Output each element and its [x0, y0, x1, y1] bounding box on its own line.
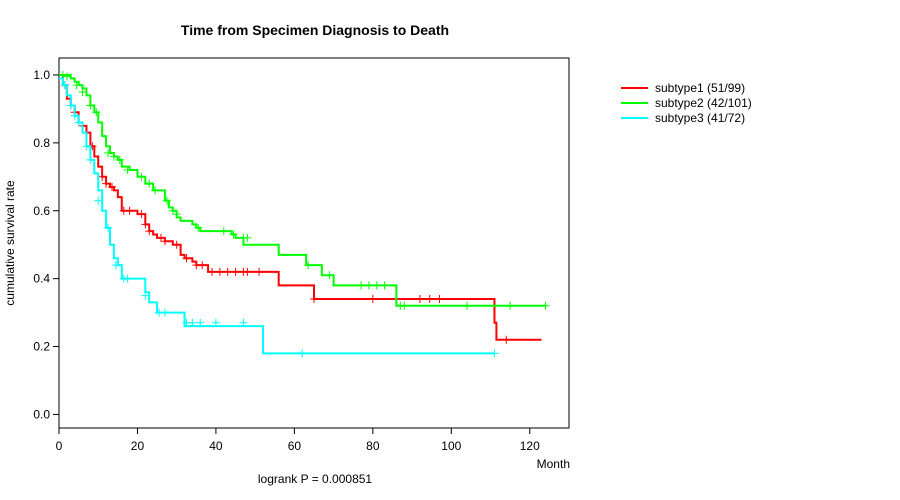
- censor-mark: [243, 268, 251, 276]
- censor-mark: [220, 227, 228, 235]
- censor-mark: [173, 241, 181, 249]
- legend-label-3: subtype3 (41/72): [655, 111, 745, 125]
- censor-mark: [502, 336, 510, 344]
- censor-mark: [67, 102, 75, 110]
- y-tick-label: 0.2: [33, 340, 50, 354]
- censor-mark: [310, 295, 318, 303]
- censor-mark: [416, 295, 424, 303]
- censor-mark: [463, 302, 471, 310]
- x-tick-label: 40: [209, 439, 223, 453]
- censor-mark: [224, 268, 232, 276]
- censor-mark: [63, 73, 71, 81]
- censor-mark: [436, 295, 444, 303]
- censor-mark: [94, 197, 102, 205]
- censor-mark: [490, 349, 498, 357]
- censor-mark: [216, 268, 224, 276]
- censor-mark: [298, 349, 306, 357]
- censor-mark: [161, 309, 169, 317]
- censor-mark: [369, 295, 377, 303]
- chart-title: Time from Specimen Diagnosis to Death: [181, 22, 449, 38]
- x-axis-label: Month: [537, 457, 570, 471]
- censor-mark: [102, 180, 110, 188]
- y-tick-label: 0.6: [33, 204, 50, 218]
- censor-mark: [145, 227, 153, 235]
- censor-mark: [232, 268, 240, 276]
- censor-mark: [145, 180, 153, 188]
- x-tick-label: 120: [520, 439, 540, 453]
- censor-mark: [541, 302, 549, 310]
- y-tick-label: 0.0: [33, 407, 50, 421]
- x-tick-label: 0: [56, 439, 63, 453]
- censor-mark: [506, 302, 514, 310]
- survival-chart: Time from Specimen Diagnosis to Death 0 2…: [0, 0, 900, 500]
- censor-mark: [141, 220, 149, 228]
- legend-label-1: subtype1 (51/99): [655, 81, 745, 95]
- survival-curve-3: [59, 78, 494, 353]
- x-tick-label: 20: [131, 439, 145, 453]
- censor-mark: [157, 234, 165, 242]
- censor-mark: [98, 173, 106, 181]
- censor-mark: [86, 156, 94, 164]
- logrank-annotation: logrank P = 0.000851: [258, 472, 373, 486]
- censor-mark: [126, 207, 134, 215]
- censor-mark: [137, 210, 145, 218]
- x-tick-label: 80: [366, 439, 380, 453]
- censor-mark: [381, 281, 389, 289]
- censor-mark: [86, 102, 94, 110]
- censor-mark: [124, 275, 132, 283]
- censor-mark: [75, 118, 83, 126]
- series-layer: [59, 71, 550, 357]
- plot-frame: [59, 58, 569, 428]
- censor-mark: [400, 302, 408, 310]
- legend: subtype1 (51/99)subtype2 (42/101)subtype…: [621, 81, 752, 125]
- censor-mark: [243, 234, 251, 242]
- censor-mark: [426, 295, 434, 303]
- y-tick-label: 0.4: [33, 272, 50, 286]
- x-axis: 0 20 40 60 80 100 120: [56, 428, 540, 453]
- censor-mark: [137, 173, 145, 181]
- y-axis: 0.0 0.2 0.4 0.6 0.8 1.0: [33, 68, 59, 421]
- censor-mark: [373, 281, 381, 289]
- x-tick-label: 60: [288, 439, 302, 453]
- y-axis-label: cumulative survival rate: [3, 180, 17, 306]
- censor-mark: [208, 268, 216, 276]
- chart-root: Time from Specimen Diagnosis to Death 0 2…: [0, 0, 900, 500]
- x-tick-label: 100: [441, 439, 461, 453]
- censor-mark: [198, 261, 206, 269]
- censor-mark: [357, 281, 365, 289]
- y-tick-label: 0.8: [33, 136, 50, 150]
- censor-mark: [365, 281, 373, 289]
- y-tick-label: 1.0: [33, 68, 50, 82]
- legend-label-2: subtype2 (42/101): [655, 96, 752, 110]
- censor-mark: [326, 271, 334, 279]
- survival-curve-1: [59, 75, 542, 340]
- censor-mark: [255, 268, 263, 276]
- censor-mark: [82, 142, 90, 150]
- survival-curve-2: [59, 75, 545, 306]
